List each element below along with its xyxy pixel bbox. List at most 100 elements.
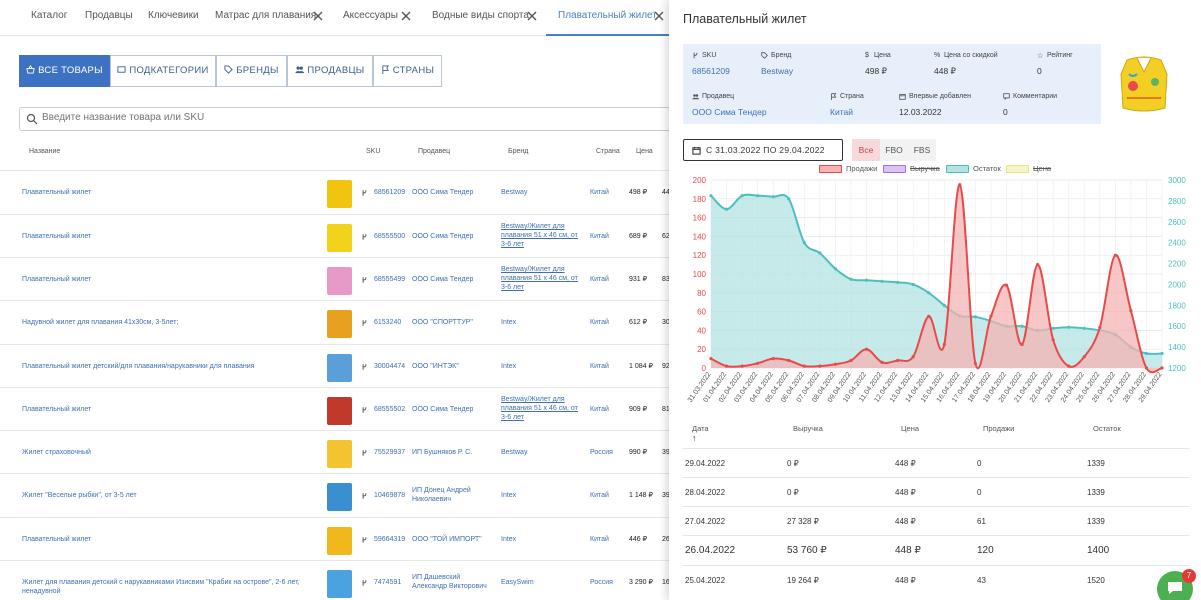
close-icon[interactable] (399, 9, 413, 23)
stock-point[interactable] (818, 251, 822, 255)
sku-link[interactable]: 68555499 (374, 276, 406, 283)
stock-point[interactable] (833, 267, 838, 271)
close-icon[interactable] (525, 9, 539, 23)
stock-point[interactable] (756, 194, 760, 198)
col-header-revenue[interactable]: Выручка (793, 424, 823, 433)
tab-water-sports[interactable]: Водные виды спорта (432, 0, 537, 36)
brand-link[interactable]: Bestway/Жилет для плавания 51 х 46 см, о… (501, 266, 578, 291)
segment-all-products[interactable]: ВСЕ ТОВАРЫ (19, 55, 110, 87)
sku-link[interactable]: 30004474 (374, 363, 406, 370)
branch-icon[interactable] (361, 276, 368, 284)
product-thumbnail[interactable] (327, 224, 352, 252)
brand-link[interactable]: Intex (501, 536, 517, 543)
branch-icon[interactable] (361, 233, 368, 241)
stock-point[interactable] (1160, 351, 1164, 356)
seller-link[interactable]: ООО Сима Тендер (412, 233, 474, 240)
product-thumbnail[interactable] (327, 570, 352, 598)
branch-icon[interactable] (361, 449, 368, 457)
seller-link[interactable]: ООО "СПОРТТУР" (412, 319, 473, 326)
sales-point[interactable] (1035, 263, 1040, 267)
search-input[interactable] (42, 112, 662, 123)
legend-stock[interactable]: Остаток (973, 164, 1001, 173)
sku-link[interactable]: 75529937 (374, 449, 406, 456)
stock-point[interactable] (1082, 326, 1086, 330)
segment-countries[interactable]: СТРАНЫ (373, 55, 442, 87)
col-header-name[interactable]: Название (29, 148, 61, 155)
stock-point[interactable] (942, 303, 946, 307)
product-name-link[interactable]: Плавательный жилет (22, 276, 92, 283)
legend-revenue[interactable]: Выручка (910, 164, 940, 173)
sales-point[interactable] (787, 358, 791, 363)
sales-point[interactable] (896, 358, 900, 363)
sku-link[interactable]: 68561209 (374, 189, 406, 196)
sales-point[interactable] (1004, 283, 1009, 287)
filter-fbo[interactable]: FBO (880, 139, 908, 161)
sales-point[interactable] (1020, 342, 1024, 347)
product-thumbnail[interactable] (327, 180, 352, 208)
product-name-link[interactable]: Жилет "Веселые рыбки", от 3-5 лет (22, 492, 137, 499)
branch-icon[interactable] (361, 579, 368, 587)
sales-point[interactable] (1051, 338, 1055, 342)
brand-value[interactable]: Bestway (761, 66, 794, 76)
seller-link[interactable]: ИП Бушняков Р. С. (412, 449, 473, 456)
sales-point[interactable] (709, 357, 713, 361)
product-name-link[interactable]: Надувной жилет для плавания 41х30см, 3-5… (22, 319, 179, 326)
country-link[interactable]: Китай (590, 189, 609, 196)
stock-point[interactable] (1067, 325, 1071, 329)
country-link[interactable]: Россия (590, 449, 613, 456)
stock-point[interactable] (709, 194, 713, 198)
sales-point[interactable] (927, 314, 931, 318)
table-row[interactable]: Жилет страховочный 75529937 ИП Бушняков Р.… (0, 430, 669, 473)
segment-subcategories[interactable]: ПОДКАТЕГОРИИ (110, 55, 216, 87)
product-thumbnail[interactable] (327, 310, 352, 338)
seller-link[interactable]: ООО Сима Тендер (412, 276, 474, 283)
sales-point[interactable] (1082, 355, 1086, 359)
branch-icon[interactable] (361, 319, 368, 327)
product-thumbnail[interactable] (327, 354, 352, 382)
col-header-price[interactable]: Цена (636, 148, 653, 155)
sku-link[interactable]: 6153240 (374, 319, 402, 326)
col-header-price[interactable]: Цена (901, 424, 920, 433)
col-header-sku[interactable]: SKU (366, 148, 381, 155)
table-row[interactable]: Плавательный жилет 68555499 ООО Сима Тенде… (0, 257, 669, 300)
filter-all[interactable]: Все (852, 139, 880, 161)
product-name-link[interactable]: Плавательный жилет (22, 233, 92, 240)
table-row[interactable]: Плавательный жилет 59664319 ООО "ТОЙ ИМПОР… (0, 517, 669, 560)
stock-point[interactable] (896, 280, 900, 284)
brand-link[interactable]: Bestway (501, 189, 528, 196)
sales-point[interactable] (911, 355, 915, 359)
sku-link[interactable]: 10469878 (374, 492, 406, 499)
tab-keywords[interactable]: Ключевики (148, 10, 199, 21)
branch-icon[interactable] (361, 536, 368, 544)
segment-sellers[interactable]: ПРОДАВЦЫ (287, 55, 373, 87)
country-link[interactable]: Китай (590, 319, 609, 326)
brand-link[interactable]: Intex (501, 363, 517, 370)
sku-link[interactable]: 68555502 (374, 406, 406, 413)
legend-swatch-sales[interactable] (819, 165, 842, 173)
table-row[interactable]: Жилет для плавания детский с нарукавника… (0, 560, 669, 600)
stock-point[interactable] (1051, 326, 1055, 330)
close-icon[interactable] (652, 9, 666, 23)
col-header-stock[interactable]: Остаток (1093, 424, 1121, 433)
country-link[interactable]: Россия (590, 579, 613, 586)
legend-swatch-revenue[interactable] (883, 165, 906, 173)
product-name-link[interactable]: Жилет для плавания детский с нарукавника… (22, 579, 300, 595)
sales-point[interactable] (880, 360, 884, 364)
sales-point[interactable] (1129, 309, 1133, 313)
col-header-brand[interactable]: Бренд (508, 148, 529, 155)
seller-link[interactable]: ООО "ТОЙ ИМПОРТ" (412, 536, 482, 543)
brand-link[interactable]: Bestway/Жилет для плавания 51 х 46 см, о… (501, 223, 578, 248)
sales-point[interactable] (958, 183, 962, 187)
filter-fbs[interactable]: FBS (908, 139, 936, 161)
table-row[interactable]: Плавательный жилет 68555500 ООО Сима Тенде… (0, 214, 669, 257)
legend-sales[interactable]: Продажи (846, 164, 878, 173)
sales-point[interactable] (833, 362, 838, 366)
seller-link[interactable]: ООО "ИНТЭК" (412, 363, 459, 370)
sales-point[interactable] (724, 364, 729, 368)
seller-value[interactable]: ООО Сима Тендер (692, 107, 767, 117)
sales-point[interactable] (1098, 325, 1102, 330)
legend-price[interactable]: Цена (1033, 164, 1052, 173)
seller-link[interactable]: ИП Дашевский Александр Викторович (412, 574, 487, 590)
product-name-link[interactable]: Плавательный жилет (22, 536, 92, 543)
sales-point[interactable] (989, 314, 993, 318)
